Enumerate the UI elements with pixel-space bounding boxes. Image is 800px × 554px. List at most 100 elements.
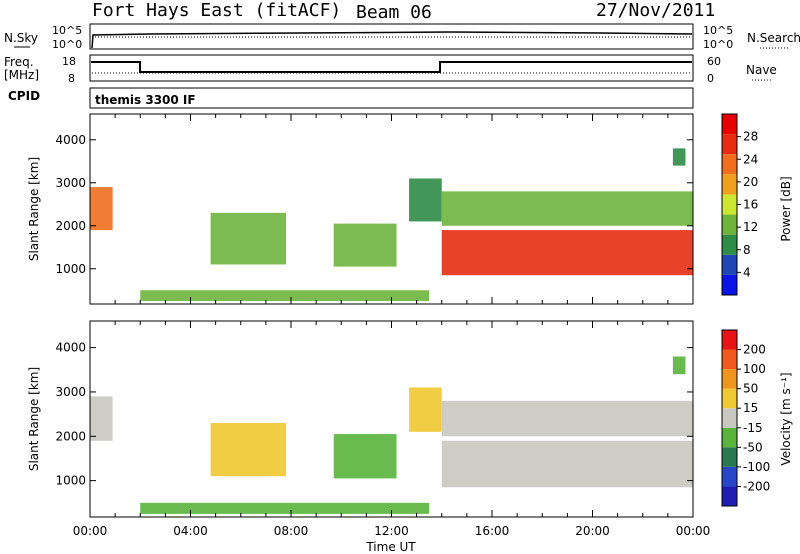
cpid-value: themis 3300 IF [95,93,196,107]
power-panel: 1000 2000 3000 4000 Slant Range [km] [27,113,694,305]
cpid-label: CPID [8,89,40,103]
heatmap-region [333,223,397,267]
colorbar-block [722,330,737,350]
colorbar-tick-label: 24 [743,152,758,166]
date-title: 27/Nov/2011 [596,0,715,21]
x-axis-label: Time UT [365,540,416,554]
colorbar-block [722,254,737,275]
velocity-colorbar: 200 100 50 15 -15 -50 -100 -200 Velocity [m s⁻¹… [721,329,793,507]
colorbar-block [722,466,737,487]
y-tick-label: 1000 [55,474,86,488]
heatmap-region [441,191,693,226]
heatmap-region [210,422,286,477]
colorbar-tick-label: 28 [743,130,758,144]
nave-label: Nave [746,63,777,77]
x-tick-label: 04:00 [173,524,208,538]
freq-tick-high: 18 [62,55,76,68]
colorbar-block [722,408,737,428]
noise-sky-trace [91,31,693,49]
colorbar-block [722,427,737,448]
colorbar-tick-label: -100 [743,460,770,474]
freq-panel-frame [89,54,694,82]
heatmap-region [441,400,693,437]
colorbar-block [722,194,737,215]
y-tick-label: 1000 [55,262,86,276]
colorbar-tick-label: -200 [743,479,770,493]
colorbar-block [722,134,737,155]
heatmap-region [90,187,113,231]
velocity-colorbar-blocks [722,330,737,506]
x-tick-label: 00:00 [676,524,711,538]
y-tick-label: 3000 [55,176,86,190]
noise-tick-high-left: 10^5 [52,24,82,37]
colorbar-tick-label: 50 [743,382,758,396]
heatmap-region [140,290,430,301]
power-x-ticks [89,114,694,304]
noise-tick-low-left: 10^0 [52,38,82,51]
nave-tick-high: 60 [707,55,721,68]
velocity-y-ticks: 1000 2000 3000 4000 [55,341,693,488]
heatmap-region [409,178,442,222]
heatmap-region [441,230,693,276]
colorbar-block [722,388,737,409]
noise-tick-low-right: 10^0 [703,38,733,51]
nsky-label: N.Sky [4,31,38,45]
velocity-panel: 1000 2000 3000 4000 00:00 04:00 08:00 12:00 16:… [27,320,711,554]
colorbar-block [722,114,737,135]
power-heatmap-cells [90,148,693,301]
x-tick-label: 16:00 [475,524,510,538]
heatmap-region [441,440,693,488]
cpid-panel-frame [89,87,694,109]
colorbar-tick-label: 15 [743,401,758,415]
heatmap-region [210,212,286,265]
x-tick-label: 20:00 [575,524,610,538]
y-tick-label: 2000 [55,429,86,443]
freq-tick-low: 8 [68,72,75,85]
heatmap-region [140,502,430,514]
beam-title: Beam 06 [356,2,432,23]
power-y-ticks: 1000 2000 3000 4000 [55,133,693,276]
freq-trace [91,61,692,73]
heatmap-region [672,148,686,166]
heatmap-region [672,356,686,375]
y-tick-label: 2000 [55,219,86,233]
velocity-x-ticks: 00:00 04:00 08:00 12:00 16:00 20:00 00:00 [73,321,711,538]
colorbar-tick-label: 16 [743,198,758,212]
colorbar-block [722,447,737,467]
heatmap-region [333,434,397,479]
colorbar-block [722,214,737,235]
power-y-axis-label: Slant Range [km] [27,157,41,261]
velocity-y-axis-label: Slant Range [km] [27,367,41,471]
colorbar-tick-label: 20 [743,175,758,189]
nave-tick-low: 0 [707,72,714,85]
colorbar-block [722,486,737,506]
colorbar-block [722,174,737,195]
colorbar-block [722,349,737,370]
y-tick-label: 4000 [55,341,86,355]
heatmap-region [409,387,442,432]
freq-label: Freq. [4,55,34,69]
colorbar-tick-label: 100 [743,362,766,376]
colorbar-tick-label: -15 [743,421,763,435]
nsearch-label: N.Search [747,31,800,45]
freq-unit-label: [MHz] [4,68,39,82]
x-tick-label: 08:00 [274,524,309,538]
colorbar-tick-label: 200 [743,343,766,357]
noise-panel-frame [89,23,694,50]
colorbar-block [722,234,737,255]
y-tick-label: 3000 [55,385,86,399]
velocity-colorbar-label: Velocity [m s⁻¹] [779,372,793,465]
colorbar-block [722,369,737,389]
power-colorbar-label: Power [dB] [779,176,793,241]
x-tick-label: 00:00 [73,524,108,538]
y-tick-label: 4000 [55,133,86,147]
velocity-heatmap-cells [90,356,693,514]
power-colorbar-ticks: 4 8 12 16 20 24 28 [737,130,758,279]
colorbar-block [722,154,737,175]
colorbar-tick-label: 8 [743,243,751,257]
station-title: Fort Hays East (fitACF) [92,0,341,21]
colorbar-tick-label: 4 [743,265,751,279]
heatmap-region [90,396,113,441]
colorbar-block [722,274,737,295]
